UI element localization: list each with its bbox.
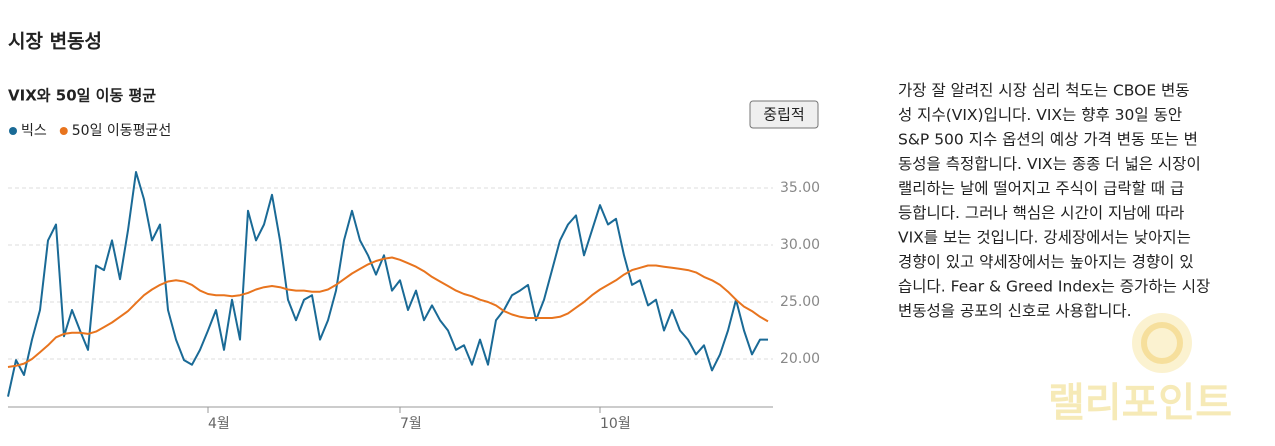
description-line: 경향이 있고 약세장에서는 높아지는 경향이 있 xyxy=(898,253,1194,271)
watermark-icon-ring xyxy=(1141,322,1183,364)
description-line: 성 지수(VIX)입니다. VIX는 향후 30일 동안 xyxy=(898,106,1182,124)
legend-marker xyxy=(9,127,17,135)
watermark-icon xyxy=(1132,313,1192,373)
description-line: 가장 잘 알려진 시장 심리 척도는 CBOE 변동 xyxy=(898,82,1190,100)
legend-label: 50일 이동평균선 xyxy=(72,123,172,139)
description-line: VIX를 보는 것입니다. 강세장에서는 낮아지는 xyxy=(898,229,1191,247)
legend-label: 빅스 xyxy=(21,123,47,139)
series-line xyxy=(7,171,768,397)
page-title: 시장 변동성 xyxy=(8,31,102,53)
series-line xyxy=(7,256,769,368)
button[interactable] xyxy=(749,100,819,129)
description-line: 등합니다. 그러나 핵심은 시간이 지남에 따라 xyxy=(898,204,1184,222)
y-tick-label: 35.00 xyxy=(780,180,820,196)
description-line: 변동성을 공포의 신호로 사용합니다. xyxy=(898,302,1132,320)
x-tick-label: 10월 xyxy=(600,416,631,432)
description-line: 습니다. Fear & Greed Index는 증가하는 시장 xyxy=(898,278,1210,296)
watermark: 랠리포인트 xyxy=(1048,380,1232,426)
x-tick-label: 7월 xyxy=(400,416,422,432)
chart-title: VIX와 50일 이동 평균 xyxy=(8,87,156,105)
legend-marker xyxy=(59,127,68,135)
button-label[interactable]: 중립적 xyxy=(763,106,804,124)
y-tick-label: 30.00 xyxy=(780,237,820,253)
description-line: 동성을 측정합니다. VIX는 종종 더 넓은 시장이 xyxy=(898,155,1201,173)
description-line: S&P 500 지수 옵션의 예상 가격 변동 또는 변 xyxy=(898,131,1198,149)
y-tick-label: 25.00 xyxy=(780,294,820,310)
x-tick-label: 4월 xyxy=(208,416,230,432)
y-tick-label: 20.00 xyxy=(780,351,820,367)
description-line: 랠리하는 날에 떨어지고 주식이 급락할 때 급 xyxy=(898,180,1184,198)
